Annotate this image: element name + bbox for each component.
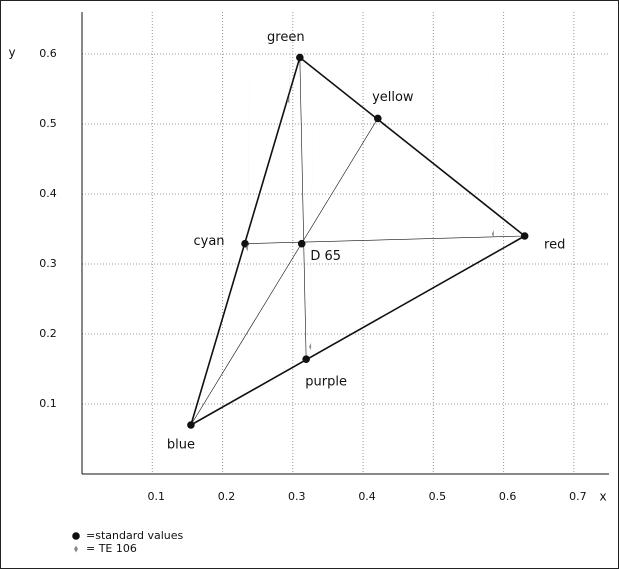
data-point [297, 239, 306, 248]
y-axis-label: y [8, 46, 15, 60]
data-point [296, 53, 304, 62]
y-tick-label: 0.4 [39, 187, 57, 200]
x-tick-label: 0.4 [358, 490, 376, 503]
point-label: red [544, 238, 565, 253]
legend-marker [72, 532, 80, 540]
data-point [491, 0, 496, 238]
x-tick-label: 0.6 [499, 490, 517, 503]
data-point [520, 232, 529, 240]
point-label: green [267, 30, 305, 45]
point-label: yellow [372, 90, 414, 105]
gamut-edge [190, 235, 526, 426]
data-point [302, 355, 310, 364]
data-point [241, 239, 249, 248]
hue-line [299, 57, 307, 360]
legend-label: =standard values [86, 529, 184, 542]
y-tick-label: 0.3 [39, 257, 57, 270]
y-tick-label: 0.6 [39, 47, 57, 60]
data-point [245, 0, 250, 252]
y-tick-label: 0.1 [39, 397, 57, 410]
x-tick-label: 0.7 [569, 490, 587, 503]
data-point [187, 421, 195, 429]
hue-line [245, 235, 525, 244]
gamut-edge [299, 56, 526, 237]
y-tick-label: 0.2 [39, 327, 57, 340]
point-label: cyan [193, 234, 224, 249]
x-tick-label: 0.5 [429, 490, 447, 503]
y-tick-label: 0.5 [39, 117, 57, 130]
x-axis-label: x [599, 490, 606, 504]
point-label: D 65 [310, 249, 341, 264]
point-label: purple [305, 375, 347, 390]
x-tick-label: 0.3 [288, 490, 306, 503]
legend-label: = TE 106 [86, 542, 137, 555]
point-label: blue [167, 438, 195, 453]
hue-line [190, 118, 379, 426]
data-point [309, 0, 314, 351]
legend-marker [74, 545, 78, 553]
data-point [374, 114, 382, 123]
x-tick-label: 0.2 [218, 490, 236, 503]
x-tick-label: 0.1 [148, 490, 166, 503]
